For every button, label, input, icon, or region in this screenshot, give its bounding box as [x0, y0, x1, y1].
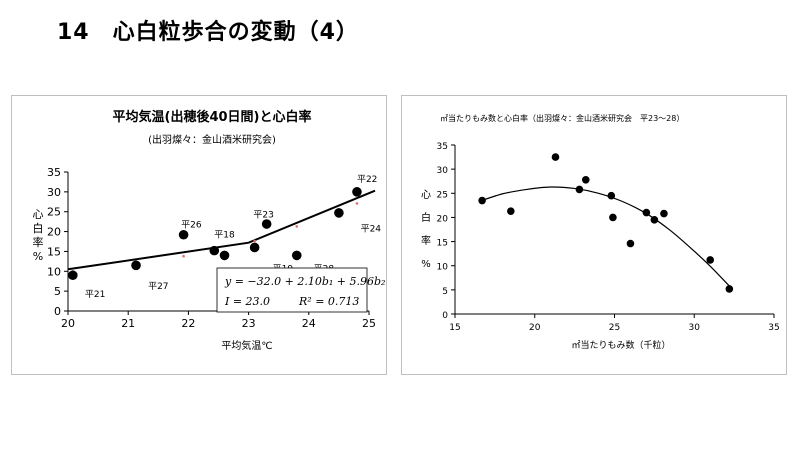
y-tick-label: 35 — [437, 142, 448, 152]
y-label-char: 率 — [33, 235, 44, 249]
y-label-char: 白 — [33, 221, 44, 235]
trend-curve — [478, 186, 730, 287]
data-point — [478, 196, 486, 205]
point-label: 平21 — [85, 289, 105, 300]
chart-right: ㎡当たりもみ数と心白率（出羽燦々：金山酒米研究会 平23～28） ㎡当たりもみ数… — [401, 95, 787, 375]
data-point — [68, 270, 78, 281]
data-point — [219, 250, 230, 261]
data-point — [650, 216, 659, 224]
point-label: 平22 — [357, 174, 377, 185]
chart-left-fit-line — [67, 189, 376, 271]
y-label-char: 心 — [33, 208, 44, 221]
x-tick-label: 22 — [181, 317, 195, 330]
data-point — [131, 260, 141, 271]
chart-right-title: ㎡当たりもみ数と心白率（出羽燦々：金山酒米研究会 平23～28） — [440, 113, 684, 123]
equation-line-2-right: R² = 0.713 — [298, 295, 359, 308]
y-label-char: % — [33, 250, 43, 263]
chart-right-ylabel: 心白率% — [421, 189, 431, 270]
x-tick-label: 21 — [121, 317, 135, 330]
chart-right-trend-curve — [478, 186, 730, 287]
equation-box: y = −32.0 + 2.10b₁ + 5.96b₂ I = 23.0 R² … — [216, 267, 385, 313]
chart-right-axes: 15 20 25 30 35 0 5 10 15 20 25 30 35 — [437, 142, 780, 333]
point-label: 平23 — [253, 210, 273, 221]
y-label-char: 白 — [421, 211, 431, 224]
y-tick-label: 25 — [47, 206, 61, 219]
data-point — [261, 219, 272, 229]
x-tick-label: 25 — [362, 317, 376, 330]
slide-title: 14 心白粒歩合の変動（4） — [57, 20, 359, 45]
point-label: 平18 — [214, 230, 235, 241]
y-label-char: % — [421, 259, 431, 270]
equation-line-2-left: I = 23.0 — [224, 295, 270, 308]
point-label: 平24 — [361, 224, 382, 235]
y-tick-label: 30 — [47, 186, 61, 199]
data-point — [352, 187, 362, 197]
data-point — [607, 191, 616, 200]
chart-left: 平均気温(出穂後40日間)と心白率 (出羽燦々：金山酒米研究会) 平均気温℃ 心… — [11, 95, 387, 375]
y-tick-label: 0 — [442, 311, 448, 321]
x-tick-label: 20 — [529, 323, 541, 333]
y-tick-label: 25 — [437, 190, 448, 200]
data-point — [575, 185, 584, 194]
equation-line-1: y = −32.0 + 2.10b₁ + 5.96b₂ — [224, 275, 385, 288]
y-tick-label: 30 — [437, 166, 449, 176]
data-point — [626, 239, 635, 248]
chart-right-xlabel: ㎡当たりもみ数（千粒） — [571, 339, 670, 351]
x-tick-label: 23 — [242, 317, 256, 330]
chart-left-ylabel: 心白率% — [33, 208, 44, 263]
y-label-char: 心 — [421, 189, 431, 201]
data-point — [178, 229, 189, 240]
predicted-point — [182, 254, 185, 258]
y-tick-label: 0 — [54, 305, 61, 318]
chart-left-title: 平均気温(出穂後40日間)と心白率 — [113, 109, 312, 125]
chart-left-subtitle: (出羽燦々：金山酒米研究会) — [148, 133, 276, 146]
y-tick-label: 10 — [47, 265, 61, 278]
fit-line — [67, 189, 376, 271]
data-point — [609, 213, 617, 222]
y-tick-label: 20 — [437, 214, 449, 224]
chart-right-svg: ㎡当たりもみ数と心白率（出羽燦々：金山酒米研究会 平23～28） ㎡当たりもみ数… — [421, 113, 780, 351]
data-point — [551, 153, 560, 161]
predicted-point — [295, 225, 299, 228]
point-label: 平26 — [181, 220, 202, 231]
x-tick-label: 15 — [449, 323, 460, 333]
chart-left-svg: 平均気温(出穂後40日間)と心白率 (出羽燦々：金山酒米研究会) 平均気温℃ 心… — [33, 109, 386, 352]
y-tick-label: 35 — [47, 166, 61, 179]
x-tick-label: 35 — [768, 323, 779, 333]
y-tick-label: 15 — [437, 239, 448, 249]
chart-left-axes: 20 21 22 23 24 25 0 5 10 15 20 25 30 35 — [47, 166, 376, 330]
y-tick-label: 5 — [54, 285, 61, 298]
y-tick-label: 20 — [47, 226, 61, 239]
x-tick-label: 24 — [302, 317, 316, 330]
data-point — [706, 256, 714, 264]
y-tick-label: 5 — [442, 287, 448, 297]
y-tick-label: 15 — [47, 245, 61, 258]
chart-right-points — [478, 153, 734, 293]
y-label-char: 率 — [421, 234, 431, 247]
data-point — [334, 208, 344, 218]
data-point — [291, 250, 302, 261]
data-point — [581, 175, 590, 184]
point-label: 平27 — [148, 281, 168, 292]
chart-left-xlabel: 平均気温℃ — [221, 339, 272, 352]
data-point — [507, 207, 515, 215]
predicted-point — [253, 239, 256, 243]
predicted-point — [355, 202, 359, 205]
data-point — [660, 209, 668, 218]
data-point — [209, 245, 220, 256]
data-point — [249, 242, 260, 253]
x-tick-label: 25 — [609, 323, 620, 333]
chart-left-points — [68, 187, 362, 281]
y-tick-label: 10 — [437, 263, 449, 273]
x-tick-label: 20 — [61, 317, 75, 330]
x-tick-label: 30 — [689, 323, 701, 333]
data-point — [642, 208, 651, 217]
data-point — [725, 285, 734, 293]
